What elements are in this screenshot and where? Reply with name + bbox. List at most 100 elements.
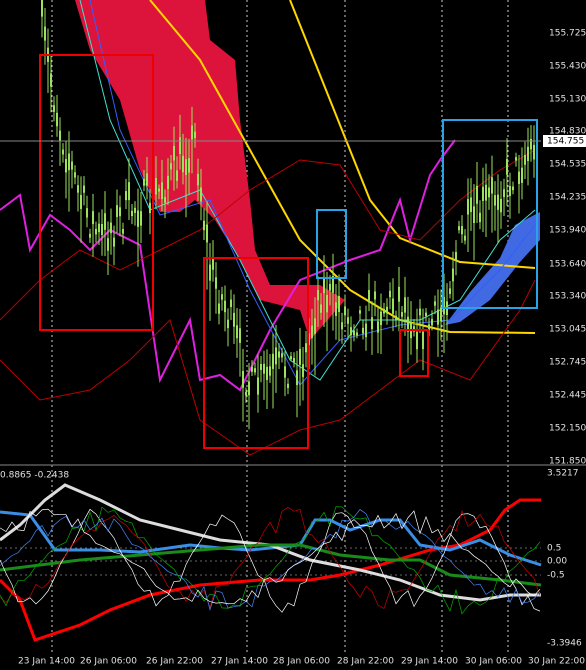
candle-body — [419, 308, 421, 316]
candle-body — [464, 235, 466, 241]
price-label: 152.150 — [549, 424, 586, 434]
candle-body — [194, 131, 196, 139]
candle-body — [68, 153, 70, 171]
candle-body — [359, 310, 361, 314]
price-label: 155.130 — [549, 95, 586, 105]
candle-body — [368, 290, 370, 303]
level-label: 0.00 — [547, 557, 567, 567]
candle-body — [188, 158, 190, 173]
plot — [0, 0, 536, 456]
candle-body — [89, 233, 91, 238]
indicator-header: 0.8865 -0.2438 — [0, 471, 69, 481]
candle-body — [350, 327, 352, 336]
candle-body — [98, 223, 100, 233]
candle-body — [437, 309, 439, 325]
price-label: 152.445 — [549, 391, 586, 401]
level-label: -3.3946 — [547, 639, 582, 649]
band-line — [0, 279, 536, 456]
candle-body — [440, 307, 442, 321]
price-label: 155.430 — [549, 62, 586, 72]
box — [399, 329, 429, 377]
candle-body — [452, 268, 454, 282]
candle-body — [395, 315, 397, 320]
candle-body — [56, 112, 58, 127]
candle-body — [95, 228, 97, 235]
candle-body — [461, 226, 463, 235]
indicator-line — [0, 506, 541, 615]
candle-body — [83, 185, 85, 193]
candle-body — [206, 224, 208, 243]
candle-body — [230, 299, 232, 308]
candle-body — [293, 358, 295, 363]
candle-body — [197, 173, 199, 186]
candle-body — [176, 170, 178, 181]
candle-body — [179, 137, 181, 155]
candle-body — [488, 187, 490, 198]
candle-body — [515, 157, 517, 161]
candle-body — [74, 172, 76, 178]
candle-body — [431, 318, 433, 326]
candle-body — [224, 300, 226, 313]
candle-body — [323, 276, 325, 294]
indicator-line — [0, 508, 541, 605]
candle-body — [455, 251, 457, 261]
price-label: 153.640 — [549, 260, 586, 270]
candle-body — [215, 277, 217, 289]
candle-body — [500, 198, 502, 213]
candle-body — [533, 144, 535, 160]
candle-body — [401, 312, 403, 317]
candle-body — [290, 356, 292, 360]
candle-body — [332, 276, 334, 293]
candle-body — [227, 319, 229, 329]
candle-body — [320, 304, 322, 313]
axis-labels: 0.8865 -0.2438 155.725 155.430 155.130 154.… — [0, 29, 586, 667]
candle-body — [374, 291, 376, 300]
candle-body — [80, 195, 82, 209]
candle-body — [362, 327, 364, 334]
candle-body — [263, 363, 265, 374]
candle-body — [404, 297, 406, 313]
candle-body — [149, 202, 151, 214]
candle-body — [458, 226, 460, 231]
indicator-line — [0, 510, 542, 567]
level-label: -0.5 — [547, 571, 565, 581]
candle-body — [311, 325, 313, 339]
candle-body — [476, 185, 478, 204]
price-label: 155.725 — [549, 29, 586, 39]
candle-body — [383, 308, 385, 314]
candle-body — [41, 0, 43, 17]
candle-body — [53, 105, 55, 112]
candle-body — [278, 351, 280, 358]
candle-body — [50, 73, 52, 87]
candle-body — [326, 294, 328, 313]
candle-body — [92, 211, 94, 225]
candle-body — [509, 185, 511, 196]
indicator-line — [0, 543, 542, 587]
candle-body — [185, 159, 187, 176]
candle-body — [281, 353, 283, 358]
candle-body — [356, 332, 358, 336]
box — [39, 54, 154, 331]
candle-body — [110, 222, 112, 234]
candle-body — [353, 330, 355, 336]
candle-body — [338, 296, 340, 313]
candle-body — [218, 303, 220, 314]
cloud-red — [75, 0, 345, 340]
candle-body — [518, 171, 520, 185]
candle-body — [527, 146, 529, 162]
candle-body — [470, 197, 472, 212]
indicator-line — [0, 483, 541, 602]
candle-body — [71, 161, 73, 170]
candle-body — [407, 316, 409, 332]
candle-body — [341, 322, 343, 330]
time-label: 29 Jan 14:00 — [401, 657, 458, 667]
candle-body — [167, 175, 169, 190]
candle-body — [200, 187, 202, 202]
box — [203, 257, 309, 449]
price-label: 152.745 — [549, 358, 586, 368]
time-label: 27 Jan 14:00 — [211, 657, 268, 667]
candle-body — [491, 177, 493, 194]
candle-body — [329, 283, 331, 291]
